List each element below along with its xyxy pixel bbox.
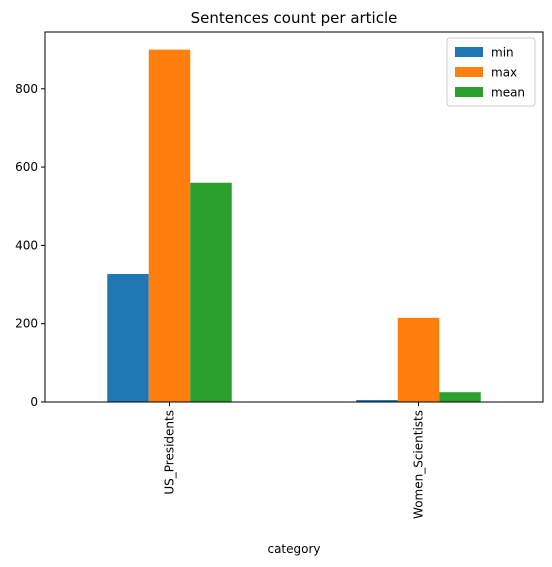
legend: min max mean bbox=[446, 37, 536, 107]
x-tick-label: Women_Scientists bbox=[412, 410, 426, 519]
x-axis-label: category bbox=[267, 542, 320, 556]
y-tick-label: 400 bbox=[15, 238, 38, 252]
legend-label-max: max bbox=[491, 66, 517, 80]
bar-max-US_Presidents bbox=[148, 49, 191, 402]
axes: 0 200 400 600 800 US_Presidents Women_Scientis… bbox=[15, 31, 544, 519]
legend-label-mean: mean bbox=[491, 86, 525, 100]
y-tick-label: 600 bbox=[15, 160, 38, 174]
bar-max-Women_Scientists bbox=[397, 317, 440, 402]
y-tick-label: 800 bbox=[15, 82, 38, 96]
plot-area bbox=[107, 49, 481, 402]
bar-mean-US_Presidents bbox=[190, 182, 232, 402]
bar-min-US_Presidents bbox=[107, 273, 149, 402]
legend-swatch-max bbox=[455, 67, 483, 77]
axes-frame bbox=[44, 31, 544, 403]
legend-swatch-min bbox=[455, 47, 483, 57]
bar-mean-Women_Scientists bbox=[439, 392, 481, 402]
bar-min-Women_Scientists bbox=[356, 400, 398, 402]
y-tick-label: 0 bbox=[30, 395, 38, 409]
x-tick-label: US_Presidents bbox=[163, 410, 177, 495]
legend-swatch-mean bbox=[455, 87, 483, 97]
legend-label-min: min bbox=[491, 46, 514, 60]
chart-title: Sentences count per article bbox=[191, 9, 398, 27]
y-tick-label: 200 bbox=[15, 317, 38, 331]
